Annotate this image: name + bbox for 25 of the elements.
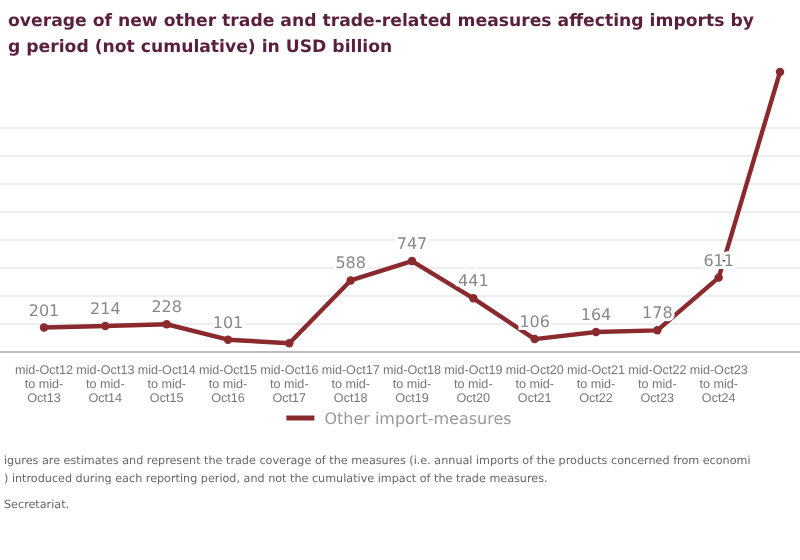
- data-label: 588: [335, 254, 366, 273]
- point: [285, 339, 294, 348]
- legend-label: Other import-measures: [324, 410, 512, 428]
- point: [407, 256, 417, 266]
- point: [714, 273, 723, 282]
- data-label: 747: [396, 235, 428, 254]
- data-label: 441: [458, 272, 489, 291]
- point: [775, 67, 785, 77]
- point: [101, 321, 110, 331]
- point: [530, 334, 539, 344]
- data-label: 106: [519, 313, 550, 332]
- point: [653, 326, 662, 335]
- data-label: 101: [212, 313, 244, 332]
- data-label: 201: [28, 301, 60, 320]
- point: [346, 276, 355, 285]
- data-label: 214: [90, 299, 121, 318]
- chart-title: overage of new other trade and trade-related measures affecting imports by g period (not cumulative) in USD billion: [8, 12, 755, 58]
- point: [469, 294, 478, 303]
- point: [223, 335, 233, 344]
- data-label: 178: [642, 304, 673, 323]
- data-label: 228: [151, 298, 182, 317]
- point: [39, 323, 49, 332]
- point: [591, 327, 601, 337]
- point: [162, 320, 171, 329]
- data-label: 164: [580, 306, 612, 325]
